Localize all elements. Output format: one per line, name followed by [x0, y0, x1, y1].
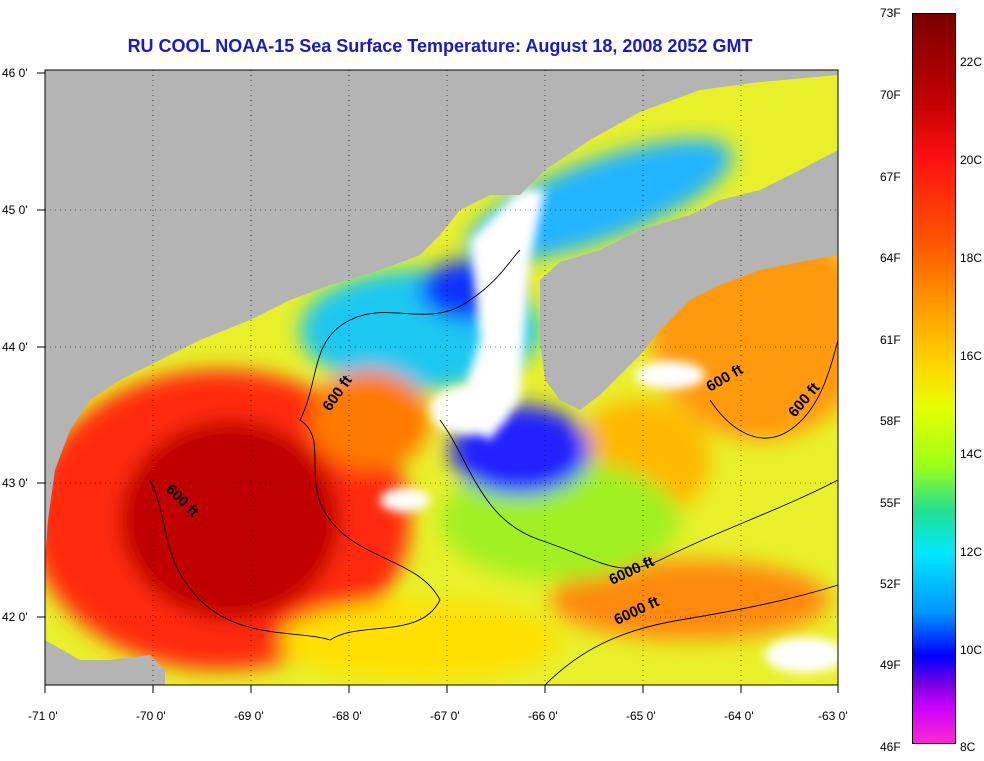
- cloud-scotian: [635, 361, 705, 389]
- lon-label-2: -70 0': [136, 709, 166, 723]
- cb-c-12: 12C: [960, 545, 983, 559]
- lat-label-4: 43 0': [2, 476, 28, 490]
- lon-label-3: -69 0': [234, 709, 264, 723]
- lat-label-2: 45 0': [2, 203, 28, 217]
- sst-hot-core: [120, 420, 340, 620]
- cb-c-16: 16C: [960, 349, 983, 363]
- cb-f-73: 73F: [880, 6, 901, 20]
- colorbar: [912, 13, 956, 744]
- cb-c-22: 22C: [960, 55, 983, 69]
- contour-600-bay: [349, 249, 521, 321]
- land-nova-scotia: [540, 150, 838, 410]
- cb-f-64: 64F: [880, 251, 901, 265]
- sst-orange-south: [550, 560, 830, 640]
- lat-label-3: 44 0': [2, 340, 28, 354]
- map-frame: [44, 69, 839, 686]
- lon-label-9: -63 0': [818, 709, 848, 723]
- cb-c-18: 18C: [960, 251, 983, 265]
- cloud-mid: [430, 385, 510, 435]
- sst-orange-nw: [310, 370, 430, 470]
- lon-label-6: -66 0': [528, 709, 558, 723]
- lat-label-5: 42 0': [2, 610, 28, 624]
- cb-c-14: 14C: [960, 447, 983, 461]
- cb-f-55: 55F: [880, 496, 901, 510]
- lon-label-8: -64 0': [724, 709, 754, 723]
- map-title: RU COOL NOAA-15 Sea Surface Temperature:…: [127, 36, 753, 56]
- lat-label-1: 46 0': [2, 66, 28, 80]
- cb-c-10: 10C: [960, 643, 983, 657]
- land-new-england: [45, 70, 838, 560]
- cloud-west: [380, 488, 430, 512]
- cb-f-46: 46F: [880, 740, 901, 754]
- lon-label-1: -71 0': [28, 709, 58, 723]
- sst-yellow-south: [280, 600, 560, 680]
- lon-label-5: -67 0': [430, 709, 460, 723]
- cb-f-49: 49F: [880, 658, 901, 672]
- cb-f-67: 67F: [880, 170, 901, 184]
- contour-600-mid: [439, 419, 838, 569]
- cb-c-8: 8C: [960, 740, 976, 754]
- lon-label-7: -65 0': [626, 709, 656, 723]
- contour-600-west: [149, 319, 441, 641]
- cloud-southeast: [765, 637, 838, 673]
- cb-f-61: 61F: [880, 333, 901, 347]
- cb-f-52: 52F: [880, 577, 901, 591]
- cb-c-20: 20C: [960, 153, 983, 167]
- contour-6000: [544, 584, 838, 685]
- land-cape-cod: [45, 640, 165, 685]
- cb-f-58: 58F: [880, 414, 901, 428]
- lon-label-4: -68 0': [332, 709, 362, 723]
- contour-600-east: [709, 339, 838, 439]
- cloud-bay-of-fundy: [455, 190, 545, 440]
- cb-f-70: 70F: [880, 88, 901, 102]
